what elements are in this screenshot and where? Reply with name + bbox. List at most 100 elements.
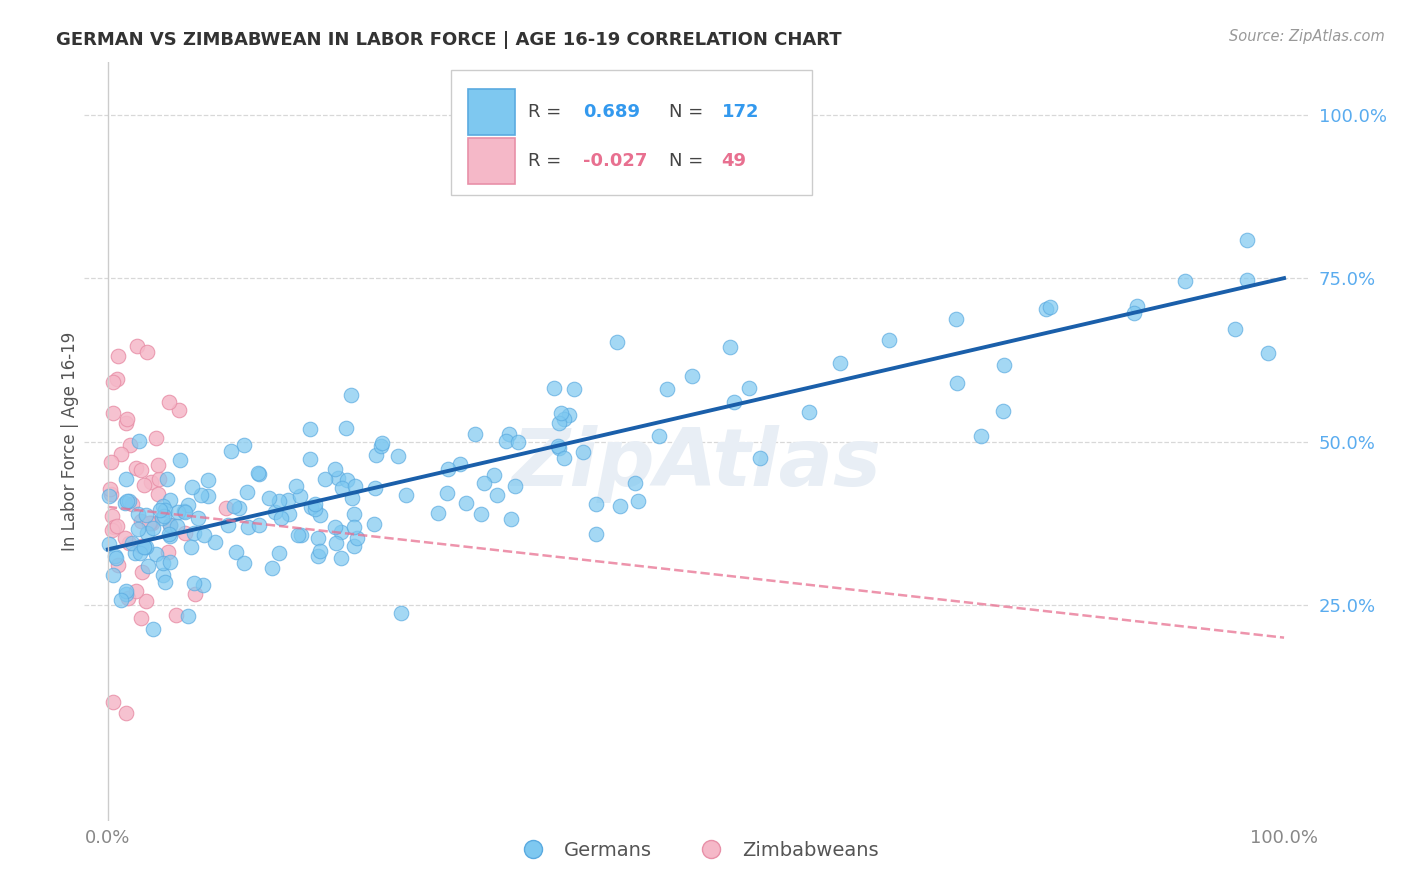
Point (110, 592, 132, 607)
Point (1236, 273, 1258, 287)
Point (159, 555, 181, 569)
Point (718, 340, 741, 354)
Point (247, 467, 270, 481)
Point (364, 449, 387, 463)
Point (284, 479, 307, 493)
Point (287, 528, 309, 542)
Point (436, 485, 458, 500)
Point (152, 567, 174, 582)
Point (340, 387, 363, 401)
Point (183, 525, 205, 540)
Point (100, 487, 122, 501)
Point (135, 540, 157, 554)
Point (145, 431, 167, 445)
Point (159, 528, 181, 542)
Point (340, 491, 363, 506)
Point (387, 449, 409, 463)
Point (330, 551, 353, 566)
Point (647, 428, 669, 442)
Point (299, 452, 322, 467)
Point (180, 540, 202, 554)
Point (157, 395, 180, 409)
Point (214, 500, 236, 515)
Point (117, 494, 139, 508)
Point (503, 479, 526, 493)
Point (134, 594, 156, 608)
Point (1035, 302, 1057, 317)
Point (877, 333, 900, 347)
Point (470, 507, 492, 521)
Point (120, 438, 142, 452)
Point (828, 356, 851, 370)
Point (681, 369, 703, 384)
Point (107, 349, 129, 363)
Point (486, 488, 509, 502)
Point (177, 498, 200, 512)
Point (547, 441, 569, 455)
Text: GERMAN VS ZIMBABWEAN IN LABOR FORCE | AGE 16-19 CORRELATION CHART: GERMAN VS ZIMBABWEAN IN LABOR FORCE | AG… (56, 31, 842, 49)
Point (173, 504, 195, 518)
Point (1174, 274, 1197, 288)
Point (157, 545, 180, 559)
Point (166, 519, 188, 533)
Point (970, 428, 993, 442)
Point (606, 334, 628, 349)
Point (135, 525, 157, 540)
Point (257, 491, 280, 505)
Text: N =: N = (669, 103, 703, 120)
Point (749, 451, 772, 466)
Point (325, 520, 347, 534)
Point (174, 526, 197, 541)
Point (233, 556, 256, 570)
Point (508, 435, 530, 450)
Point (499, 512, 522, 526)
Point (118, 493, 141, 508)
Point (103, 375, 125, 389)
Point (335, 421, 357, 435)
Point (389, 606, 412, 620)
Point (323, 461, 346, 475)
Point (299, 422, 322, 436)
Point (131, 565, 153, 579)
Point (364, 481, 387, 495)
Point (329, 525, 352, 540)
Text: N =: N = (669, 152, 703, 170)
Point (193, 528, 215, 542)
Point (543, 381, 565, 395)
Point (217, 518, 239, 533)
Point (184, 587, 207, 601)
Point (114, 496, 136, 510)
Point (277, 492, 299, 507)
Point (118, 536, 141, 550)
Point (117, 591, 139, 605)
Point (1126, 299, 1149, 313)
Point (945, 376, 967, 390)
Point (141, 516, 163, 531)
Point (183, 575, 205, 590)
Point (173, 505, 195, 519)
Point (1223, 322, 1246, 336)
Point (263, 504, 285, 518)
Point (371, 436, 394, 450)
Point (115, 412, 138, 426)
Point (128, 434, 150, 448)
Point (723, 395, 745, 409)
Point (564, 382, 586, 396)
Point (165, 608, 187, 623)
Point (132, 540, 155, 554)
Y-axis label: In Labor Force | Age 16-19: In Labor Force | Age 16-19 (62, 332, 80, 551)
Point (553, 450, 575, 465)
Point (343, 539, 366, 553)
Point (127, 507, 149, 521)
Point (107, 558, 129, 573)
Point (343, 508, 366, 522)
Point (129, 539, 152, 553)
Point (246, 467, 269, 481)
Point (309, 508, 332, 522)
Point (269, 546, 291, 560)
Point (370, 439, 392, 453)
Point (139, 516, 162, 530)
Point (330, 481, 353, 495)
Point (395, 488, 418, 502)
Point (945, 312, 967, 326)
